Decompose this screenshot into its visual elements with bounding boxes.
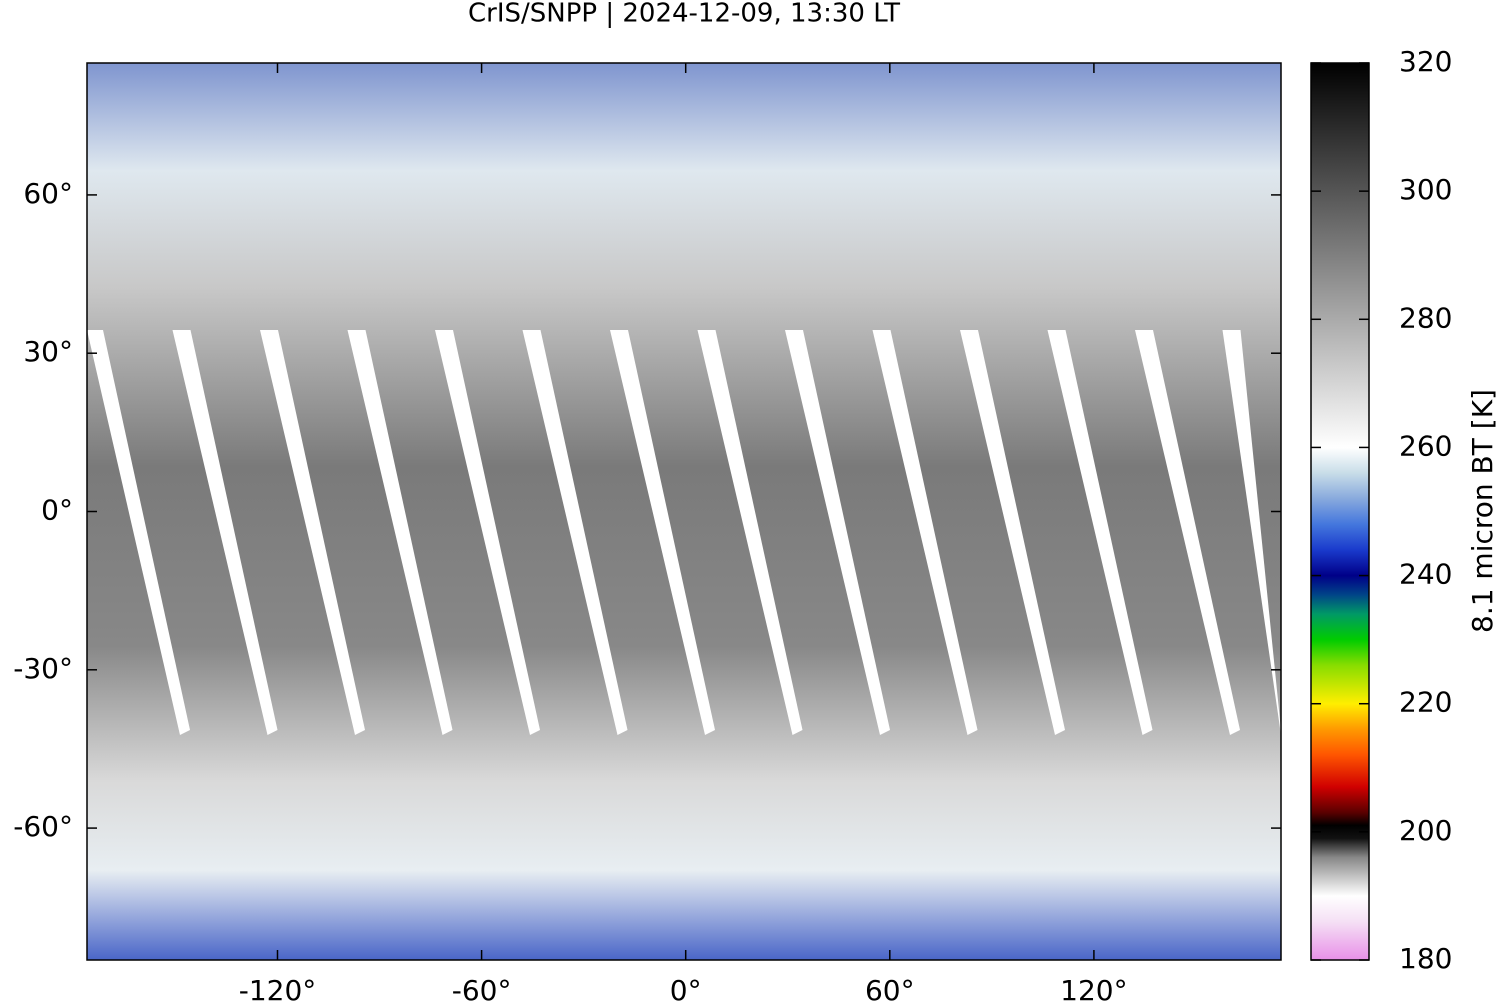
x-tick-label: 120° bbox=[1060, 974, 1127, 1002]
y-tick-label: -60° bbox=[13, 810, 73, 843]
swath-gap bbox=[522, 330, 628, 735]
x-tick-label: -120° bbox=[239, 974, 317, 1002]
colorbar-tick-label: 240 bbox=[1399, 558, 1452, 591]
colorbar-tick-label: 220 bbox=[1399, 686, 1452, 719]
swath-gap bbox=[87, 330, 190, 735]
colorbar-tick-label: 280 bbox=[1399, 301, 1452, 334]
colorbar-tick-label: 180 bbox=[1399, 942, 1452, 975]
swath-gap bbox=[1047, 330, 1153, 735]
y-tick-label: 0° bbox=[41, 494, 73, 527]
chart-title: CrIS/SNPP | 2024-12-09, 13:30 LT bbox=[468, 0, 900, 29]
swath-gap bbox=[172, 330, 278, 735]
swath-gap bbox=[347, 330, 453, 735]
x-tick-label: 0° bbox=[670, 974, 702, 1002]
swath-gap bbox=[260, 330, 365, 735]
colorbar bbox=[1310, 62, 1370, 961]
y-tick-label: 30° bbox=[23, 335, 73, 368]
colorbar-tick-label: 260 bbox=[1399, 429, 1452, 462]
colorbar-tick-label: 300 bbox=[1399, 173, 1452, 206]
swath-gap bbox=[610, 330, 715, 735]
map bbox=[86, 62, 1282, 961]
swath-gap bbox=[1222, 330, 1281, 735]
colorbar-tick-label: 320 bbox=[1399, 45, 1452, 78]
x-tick-label: 60° bbox=[865, 974, 915, 1002]
swath-gap bbox=[1135, 330, 1240, 735]
swath-gap bbox=[785, 330, 890, 735]
swath-gaps bbox=[87, 330, 1281, 735]
swath-gap bbox=[872, 330, 978, 735]
colorbar-label: 8.1 micron BT [K] bbox=[1466, 389, 1498, 633]
swath-gap bbox=[435, 330, 540, 735]
y-tick-label: -30° bbox=[13, 652, 73, 685]
map-field bbox=[87, 63, 1281, 960]
y-tick-label: 60° bbox=[23, 177, 73, 210]
colorbar-tick-label: 200 bbox=[1399, 814, 1452, 847]
swath-gap bbox=[960, 330, 1065, 735]
x-tick-label: -60° bbox=[452, 974, 512, 1002]
swath-gap bbox=[697, 330, 803, 735]
